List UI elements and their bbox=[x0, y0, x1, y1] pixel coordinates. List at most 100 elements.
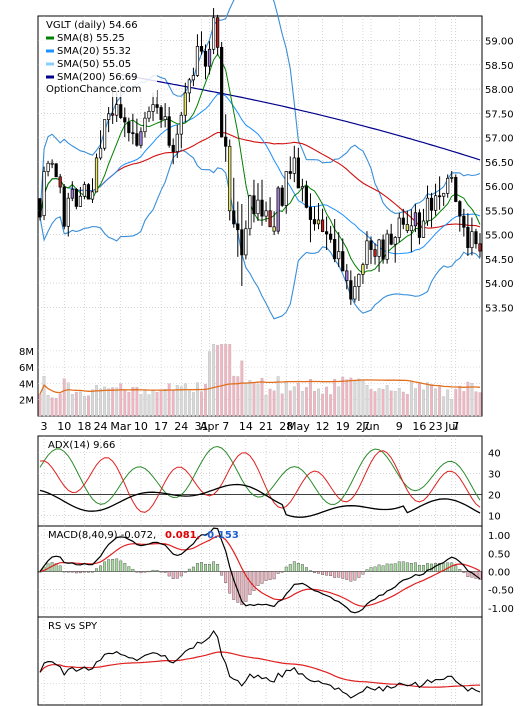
x-axis-label-7: 24 bbox=[174, 420, 188, 433]
candle-body bbox=[421, 220, 426, 238]
x-axis-label-11: 14 bbox=[239, 420, 253, 433]
volume-bar bbox=[183, 383, 187, 417]
candle-body bbox=[470, 231, 474, 248]
candle-body bbox=[123, 117, 127, 123]
volume-bar bbox=[232, 375, 236, 417]
candle-body bbox=[62, 186, 66, 227]
adx-tick-label: 20 bbox=[488, 491, 501, 502]
x-axis-label-1: 10 bbox=[57, 420, 71, 433]
candle-body bbox=[159, 107, 163, 120]
macd-histogram-bar bbox=[208, 563, 211, 572]
legend-label-1: SMA(20) 55.32 bbox=[57, 46, 131, 57]
volume-bar bbox=[167, 383, 171, 417]
volume-bar bbox=[325, 386, 329, 417]
candle-body bbox=[433, 195, 438, 211]
x-axis-label-5: 10 bbox=[134, 420, 148, 433]
macd-histogram-bar bbox=[70, 571, 74, 573]
candle-body bbox=[442, 192, 446, 197]
candle-body bbox=[211, 17, 216, 50]
macd-histogram-bar bbox=[143, 571, 147, 573]
volume-bar bbox=[373, 391, 377, 417]
macd-histogram-bar bbox=[264, 571, 268, 581]
x-axis-label-10: 7 bbox=[222, 420, 229, 433]
macd-histogram-bar bbox=[54, 563, 58, 572]
candle-body bbox=[115, 104, 119, 116]
macd-histogram-bar bbox=[107, 559, 111, 572]
macd-histogram-bar bbox=[82, 571, 86, 573]
x-axis-label-16: 19 bbox=[336, 420, 350, 433]
volume-bar bbox=[87, 395, 90, 417]
macd-histogram-bar bbox=[155, 569, 159, 572]
macd-histogram-bar bbox=[337, 571, 341, 578]
macd-histogram-bar bbox=[183, 571, 187, 573]
macd-histogram-bar bbox=[280, 571, 284, 573]
bollinger-lower-line bbox=[39, 149, 481, 320]
macd-histogram-bar bbox=[268, 571, 272, 580]
macd-histogram-bar bbox=[87, 571, 90, 573]
volume-bar bbox=[470, 383, 474, 417]
macd-histogram-bar bbox=[179, 571, 183, 577]
volume-bar bbox=[466, 381, 470, 417]
candle-body bbox=[320, 219, 325, 232]
candle-body bbox=[147, 111, 151, 119]
candle-body bbox=[70, 189, 74, 199]
volume-bar bbox=[252, 382, 256, 417]
macd-histogram-bar bbox=[159, 571, 163, 573]
macd-histogram-bar bbox=[417, 564, 421, 572]
macd-histogram-bar bbox=[381, 565, 385, 572]
macd-histogram-bar bbox=[405, 562, 409, 572]
volume-bar bbox=[426, 382, 429, 417]
x-axis-label-22: Jul bbox=[444, 420, 458, 433]
volume-bar bbox=[155, 391, 159, 417]
macd-histogram-bar bbox=[413, 562, 417, 572]
candle-body bbox=[308, 207, 313, 220]
price-tick-label: 58.50 bbox=[485, 61, 514, 72]
macd-histogram-bar bbox=[313, 571, 316, 573]
macd-histogram-bar bbox=[341, 571, 345, 579]
volume-bar bbox=[329, 394, 333, 417]
candle-body bbox=[203, 50, 208, 67]
candle-body bbox=[58, 176, 62, 188]
candle-body bbox=[228, 145, 232, 212]
macd-tick-label: -0.50 bbox=[488, 586, 514, 597]
price-tick-label: 55.00 bbox=[485, 231, 514, 242]
macd-histogram-bar bbox=[123, 563, 127, 572]
volume-bar bbox=[111, 387, 115, 417]
macd-histogram-bar bbox=[422, 565, 425, 572]
macd-histogram-bar bbox=[321, 571, 325, 575]
legend-label-2: SMA(50) 55.05 bbox=[57, 59, 131, 70]
volume-bar bbox=[478, 392, 482, 417]
chart-title: VGLT (daily) 54.66 bbox=[46, 20, 138, 31]
macd-histogram-bar bbox=[292, 561, 296, 572]
rs-frame bbox=[37, 616, 483, 706]
adx-tick-label: 10 bbox=[488, 512, 501, 523]
candle-body bbox=[324, 231, 329, 235]
candle-body bbox=[349, 280, 353, 300]
x-axis-label-19: 9 bbox=[396, 420, 403, 433]
volume-bar bbox=[46, 395, 50, 417]
macd-histogram-bar bbox=[131, 568, 135, 572]
volume-bar bbox=[417, 383, 421, 417]
volume-bar bbox=[179, 386, 183, 417]
macd-tick-label: -1.00 bbox=[488, 604, 514, 615]
volume-bar bbox=[434, 388, 438, 417]
price-tick-label: 56.50 bbox=[485, 158, 514, 169]
macd-histogram-bar bbox=[397, 561, 401, 572]
volume-bar bbox=[107, 388, 111, 417]
rs-average-line bbox=[39, 651, 481, 688]
volume-bar bbox=[442, 396, 446, 417]
price-tick-label: 57.50 bbox=[485, 109, 514, 120]
volume-bar bbox=[446, 389, 450, 417]
volume-tick-label: 4M bbox=[19, 379, 34, 390]
candle-body bbox=[377, 239, 381, 257]
price-tick-label: 57.00 bbox=[485, 134, 514, 145]
candle-body bbox=[111, 113, 115, 116]
macd-histogram-bar bbox=[212, 561, 216, 572]
candle-body bbox=[66, 197, 70, 227]
candle-body bbox=[224, 136, 228, 147]
volume-bar bbox=[321, 393, 325, 417]
candle-body bbox=[260, 199, 264, 217]
candle-body bbox=[401, 217, 405, 225]
candle-body bbox=[143, 117, 147, 133]
candle-body bbox=[107, 113, 111, 120]
